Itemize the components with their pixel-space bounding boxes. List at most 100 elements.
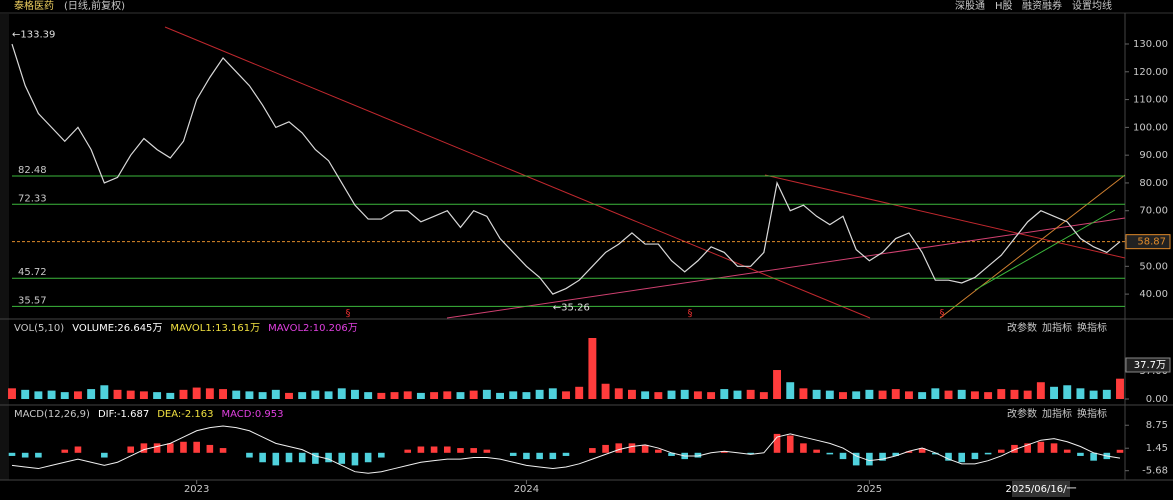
macd-bar bbox=[312, 452, 319, 464]
volume-bar bbox=[627, 389, 636, 399]
y-tick-label: 130.00 bbox=[1133, 39, 1168, 50]
panel-button[interactable]: 改参数 bbox=[1007, 321, 1037, 334]
x-tick-label: 2023 bbox=[184, 484, 209, 495]
panel-button[interactable]: 加指标 bbox=[1042, 407, 1072, 420]
macd-bar bbox=[1011, 444, 1018, 453]
volume-bar bbox=[258, 392, 267, 399]
volume-bar bbox=[1023, 390, 1032, 399]
price-line bbox=[11, 43, 1121, 295]
volume-bar bbox=[931, 388, 940, 399]
volume-bar bbox=[496, 392, 505, 399]
macd-bar bbox=[668, 452, 675, 456]
macd-bar bbox=[932, 452, 939, 455]
macd-bar bbox=[1077, 452, 1084, 456]
macd-bar bbox=[628, 443, 636, 453]
trend-line bbox=[164, 26, 871, 319]
volume-bar bbox=[271, 389, 280, 399]
macd-bar bbox=[655, 449, 662, 453]
macd-bar bbox=[1050, 443, 1058, 453]
volume-bar bbox=[680, 389, 689, 399]
x-tick-label: 2025 bbox=[857, 484, 882, 495]
macd-bar bbox=[8, 452, 16, 456]
volume-bar bbox=[957, 389, 966, 399]
macd-bar bbox=[892, 452, 900, 456]
macd-bar bbox=[813, 449, 820, 453]
volume-bar bbox=[667, 390, 676, 399]
macd-bar bbox=[905, 451, 913, 453]
stock-subtitle: (日线,前复权) bbox=[64, 0, 125, 12]
volume-bar bbox=[733, 390, 742, 399]
current-price-box bbox=[1125, 234, 1171, 250]
macd-bar bbox=[945, 452, 952, 461]
volume-bar bbox=[469, 390, 478, 399]
indicator-legend: MACD(12,26,9) bbox=[14, 409, 90, 420]
volume-bar bbox=[970, 391, 979, 399]
volume-bar bbox=[786, 382, 795, 399]
volume-bar bbox=[232, 390, 241, 399]
y-tick-label: 50.00 bbox=[1139, 261, 1168, 272]
volume-bar bbox=[918, 392, 927, 399]
y-tick-label: 100.00 bbox=[1133, 122, 1168, 133]
header-link[interactable]: 设置均线 bbox=[1072, 0, 1112, 12]
volume-bar bbox=[8, 388, 16, 399]
macd-bar bbox=[866, 452, 873, 466]
macd-bar bbox=[483, 449, 491, 453]
current-volume-label: 37.7万 bbox=[1134, 360, 1166, 371]
volume-bar bbox=[601, 383, 610, 399]
volume-bar bbox=[707, 392, 716, 399]
volume-bar bbox=[535, 389, 544, 399]
volume-bar bbox=[285, 392, 293, 399]
macd-bar bbox=[509, 452, 517, 456]
panel-button[interactable]: 改参数 bbox=[1007, 407, 1037, 420]
volume-bar bbox=[139, 391, 148, 399]
header-link[interactable]: H股 bbox=[995, 0, 1013, 12]
macd-bar bbox=[562, 452, 570, 456]
macd-bar bbox=[430, 446, 438, 453]
indicator-legend: MAVOL2:10.206万 bbox=[268, 323, 358, 334]
macd-bar bbox=[984, 452, 992, 455]
macd-bar bbox=[285, 452, 293, 463]
volume-bar bbox=[403, 391, 412, 399]
macd-bar bbox=[457, 448, 464, 453]
macd-bar bbox=[747, 452, 754, 455]
macd-bar bbox=[786, 435, 794, 453]
panel-button[interactable]: 加指标 bbox=[1042, 321, 1072, 334]
volume-bar bbox=[350, 389, 359, 399]
volume-bar bbox=[179, 389, 188, 399]
volume-bar bbox=[298, 392, 307, 399]
volume-bar bbox=[192, 387, 201, 399]
panel-button[interactable]: 换指标 bbox=[1077, 407, 1107, 420]
header-link[interactable]: 融资融券 bbox=[1022, 0, 1062, 12]
volume-bar bbox=[575, 386, 584, 399]
cursor-label: 2025/06/16/一 bbox=[1005, 484, 1076, 495]
macd-bar bbox=[404, 449, 412, 453]
volume-bar bbox=[641, 391, 650, 399]
volume-bar bbox=[245, 391, 254, 399]
volume-bar bbox=[746, 389, 755, 399]
volume-bar bbox=[1116, 378, 1124, 399]
volume-bar bbox=[1076, 388, 1085, 399]
volume-bar bbox=[324, 391, 333, 399]
panel-button[interactable]: 换指标 bbox=[1077, 321, 1107, 334]
macd-bar bbox=[1063, 449, 1071, 453]
event-marker: § bbox=[346, 308, 351, 319]
volume-bar bbox=[1036, 382, 1045, 399]
macd-bar bbox=[997, 449, 1005, 453]
volume-bar bbox=[126, 390, 135, 399]
macd-bar bbox=[325, 452, 332, 463]
volume-bar bbox=[904, 391, 913, 399]
volume-bar bbox=[153, 392, 162, 399]
indicator-legend: VOL(5,10) bbox=[14, 323, 64, 334]
y-tick-label: 120.00 bbox=[1133, 67, 1168, 78]
volume-bar bbox=[113, 389, 122, 399]
header-link[interactable]: 深股通 bbox=[955, 0, 985, 12]
max-label: ←133.39 bbox=[12, 30, 55, 41]
volume-bar bbox=[562, 391, 570, 399]
volume-bar bbox=[944, 390, 953, 399]
min-label: ←35.26 bbox=[553, 302, 590, 313]
macd-bar bbox=[879, 452, 886, 461]
volume-bar bbox=[825, 390, 834, 399]
macd-bar bbox=[153, 443, 161, 453]
